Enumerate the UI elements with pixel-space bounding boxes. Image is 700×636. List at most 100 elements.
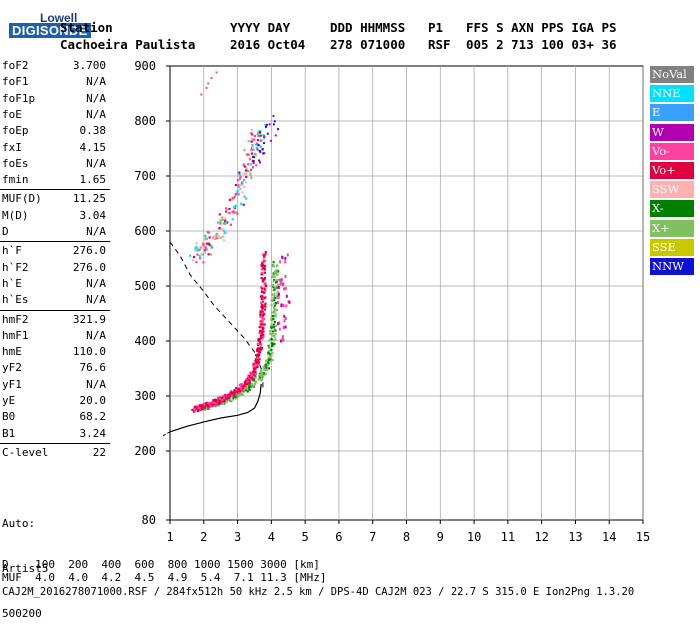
legend-item: X- xyxy=(650,200,694,218)
second-hop-echo xyxy=(222,229,226,232)
second-hop-echo xyxy=(269,139,272,142)
second-hop-echo xyxy=(189,254,192,257)
param-value: 3.700 xyxy=(72,59,106,72)
ordinary-echo xyxy=(210,401,213,404)
extraordinary-echo xyxy=(274,315,277,318)
ordinary-echo xyxy=(262,253,265,256)
ordinary-echo xyxy=(263,256,266,259)
extraordinary-echo xyxy=(269,353,272,356)
extraordinary-echo xyxy=(242,390,245,394)
second-hop-echo xyxy=(215,233,218,236)
legend-item: W xyxy=(650,123,694,141)
extraordinary-echo xyxy=(273,303,276,306)
ordinary-echo xyxy=(263,308,267,311)
x-tick-label: 13 xyxy=(568,530,582,544)
ordinary-echo xyxy=(252,378,255,381)
x-tick-label: 15 xyxy=(636,530,650,544)
param-row: h`F 276.0 xyxy=(2,243,106,259)
second-hop-echo xyxy=(258,150,261,152)
extraordinary-echo xyxy=(273,335,276,338)
second-hop-echo xyxy=(232,197,235,200)
extraordinary-echo xyxy=(221,402,224,405)
param-value: N/A xyxy=(86,377,106,391)
ordinary-echo xyxy=(248,380,251,383)
param-value: 110.0 xyxy=(72,345,106,359)
ordinary-echo xyxy=(197,409,200,412)
ordinary-echo xyxy=(211,401,214,405)
ordinary-echo xyxy=(223,396,226,399)
param-row: MUF(D) 11.25 xyxy=(2,191,106,207)
second-hop-echo xyxy=(217,234,220,237)
second-hop-echo xyxy=(213,237,216,240)
ordinary-echo xyxy=(263,287,266,290)
extraordinary-echo xyxy=(270,318,273,321)
ordinary-echo xyxy=(217,396,220,399)
legend-item: NoVal xyxy=(650,66,694,83)
extraordinary-echo xyxy=(259,374,262,377)
oblique-echo xyxy=(281,335,284,339)
ionogram-chart: 1 2 3 4 5 6 7 8 9 10 11 12 13 14 158020030040050060070… xyxy=(134,59,650,544)
ordinary-echo xyxy=(247,374,250,377)
extraordinary-echo xyxy=(276,273,279,276)
ordinary-echo xyxy=(225,397,228,400)
y-tick-label: 600 xyxy=(134,224,156,238)
extraordinary-echo xyxy=(240,393,243,396)
second-hop-echo xyxy=(249,173,252,176)
second-hop-echo xyxy=(242,172,245,175)
second-hop-echo xyxy=(202,248,205,251)
ordinary-echo xyxy=(217,403,220,406)
ordinary-echo xyxy=(257,344,260,347)
second-hop-echo xyxy=(219,236,222,239)
second-hop-echo xyxy=(255,146,258,149)
ordinary-echo xyxy=(202,402,205,405)
ordinary-echo xyxy=(191,408,194,412)
second-hop-echo xyxy=(253,156,256,159)
second-hop-echo xyxy=(239,175,242,178)
second-hop-echo xyxy=(219,220,222,223)
oblique-echo xyxy=(276,301,279,304)
extraordinary-echo xyxy=(266,364,269,367)
extraordinary-echo xyxy=(261,378,264,382)
chart-axes: 1 2 3 4 5 6 7 8 9 10 11 12 13 14 158020030040050060070… xyxy=(134,59,650,544)
ordinary-echo xyxy=(259,314,262,317)
second-hop-echo xyxy=(231,198,234,201)
ordinary-echo xyxy=(257,338,260,341)
second-hop-echo xyxy=(247,140,250,143)
ordinary-echo xyxy=(261,346,264,349)
ordinary-echo xyxy=(221,395,224,398)
param-row: fxI 4.15 xyxy=(2,140,106,156)
second-hop-echo xyxy=(258,159,261,162)
ordinary-echo xyxy=(262,330,265,333)
second-hop-echo xyxy=(252,161,255,164)
ordinary-echo xyxy=(258,339,261,342)
param-value: N/A xyxy=(86,328,106,342)
oblique-echo xyxy=(280,339,282,343)
extraordinary-echo xyxy=(264,373,267,376)
extraordinary-echo xyxy=(273,304,277,307)
footer-file-info: CAJ2M_2016278071000.RSF / 284fx512h 50 k… xyxy=(2,586,635,598)
ordinary-echo xyxy=(192,407,196,410)
footer-distance-row: D 100 200 400 600 800 1000 1500 3000 [km… xyxy=(2,558,320,571)
second-hop-echo xyxy=(245,167,248,170)
second-hop-echo xyxy=(203,237,206,240)
header-date-label: YYYY DAY xyxy=(230,20,291,35)
param-value: 20.0 xyxy=(79,394,107,407)
second-hop-echo xyxy=(272,115,275,117)
second-hop-echo xyxy=(259,131,261,134)
oblique-echo xyxy=(284,275,287,278)
ordinary-echo xyxy=(256,357,259,360)
ordinary-echo xyxy=(238,383,241,386)
header-p1-label: P1 xyxy=(428,20,444,35)
second-hop-echo xyxy=(242,163,245,166)
second-hop-echo xyxy=(245,172,248,175)
param-name: B0 xyxy=(2,410,16,424)
extraordinary-echo xyxy=(273,278,276,282)
second-hop-echo xyxy=(277,128,280,131)
second-hop-echo xyxy=(240,183,243,186)
ordinary-echo xyxy=(214,398,217,401)
param-value: 276.0 xyxy=(72,260,106,274)
ordinary-echo xyxy=(207,402,210,405)
extraordinary-echo xyxy=(273,294,276,297)
extraordinary-echo xyxy=(263,373,266,376)
param-row: yF2 76.6 xyxy=(2,360,106,376)
